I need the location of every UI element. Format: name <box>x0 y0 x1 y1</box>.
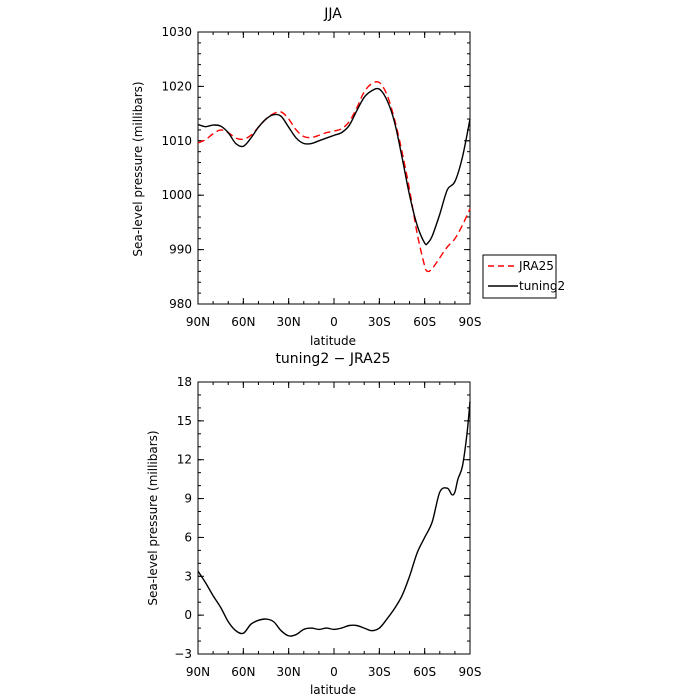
y-tick-label: 1030 <box>161 25 192 39</box>
bottom-chart-panel: tuning2 − JRA25 90N 60N 30N 0 30S 60S 90S −3 0 3 6… <box>146 351 481 697</box>
y-tick-label: 990 <box>169 243 192 257</box>
x-tick-label: 30N <box>277 665 301 679</box>
series-line-jra25 <box>197 81 471 273</box>
x-tick-label: 60N <box>231 315 255 329</box>
top-chart-y-label: Sea-level pressure (millibars) <box>131 81 145 256</box>
y-tick-label: 15 <box>177 414 192 428</box>
top-chart-panel: JJA 90N 60N 30N 0 30S 60S 90S 980 990 1000 1010 102… <box>131 6 565 348</box>
y-tick-label: 12 <box>177 453 192 467</box>
y-tick-label: 980 <box>169 297 192 311</box>
bottom-chart-series <box>197 401 471 637</box>
y-tick-label: 18 <box>177 375 192 389</box>
legend-label-jra25: JRA25 <box>518 259 554 273</box>
y-tick-label: 9 <box>184 492 192 506</box>
x-tick-label: 60S <box>413 665 436 679</box>
x-tick-label: 30N <box>277 315 301 329</box>
x-tick-label: 0 <box>330 665 338 679</box>
plot-frame <box>197 31 471 305</box>
x-tick-label: 30S <box>368 315 391 329</box>
x-tick-label: 90N <box>186 315 210 329</box>
y-tick-label: −3 <box>174 647 192 661</box>
y-tick-label: 6 <box>184 530 192 544</box>
y-tick-label: 1010 <box>161 134 192 148</box>
bottom-chart-y-label: Sea-level pressure (millibars) <box>146 430 160 605</box>
top-chart-title: JJA <box>323 6 342 22</box>
top-chart-axes: 90N 60N 30N 0 30S 60S 90S 980 990 1000 1010 1020 103… <box>161 25 481 329</box>
series-line-difference <box>197 401 471 637</box>
y-tick-label: 0 <box>184 608 192 622</box>
x-tick-label: 60S <box>413 315 436 329</box>
y-tick-label: 1020 <box>161 79 192 93</box>
legend-label-tuning2: tuning2 <box>519 279 565 293</box>
y-tick-label: 3 <box>184 569 192 583</box>
bottom-chart-x-label: latitude <box>310 683 356 697</box>
x-tick-label: 30S <box>368 665 391 679</box>
x-tick-label: 90S <box>459 315 482 329</box>
legend-box <box>482 254 557 299</box>
top-chart-series <box>197 81 471 273</box>
top-chart-x-label: latitude <box>310 334 356 348</box>
bottom-chart-title: tuning2 − JRA25 <box>275 351 390 367</box>
x-tick-label: 90S <box>459 665 482 679</box>
legend: JRA25 tuning2 <box>482 254 565 299</box>
y-tick-label: 1000 <box>161 188 192 202</box>
x-tick-label: 60N <box>231 665 255 679</box>
x-tick-label: 90N <box>186 665 210 679</box>
plot-frame <box>197 381 471 655</box>
bottom-chart-axes: 90N 60N 30N 0 30S 60S 90S −3 0 3 6 9 12 15 18 <box>174 375 481 679</box>
series-line-tuning2 <box>197 87 471 246</box>
x-tick-label: 0 <box>330 315 338 329</box>
